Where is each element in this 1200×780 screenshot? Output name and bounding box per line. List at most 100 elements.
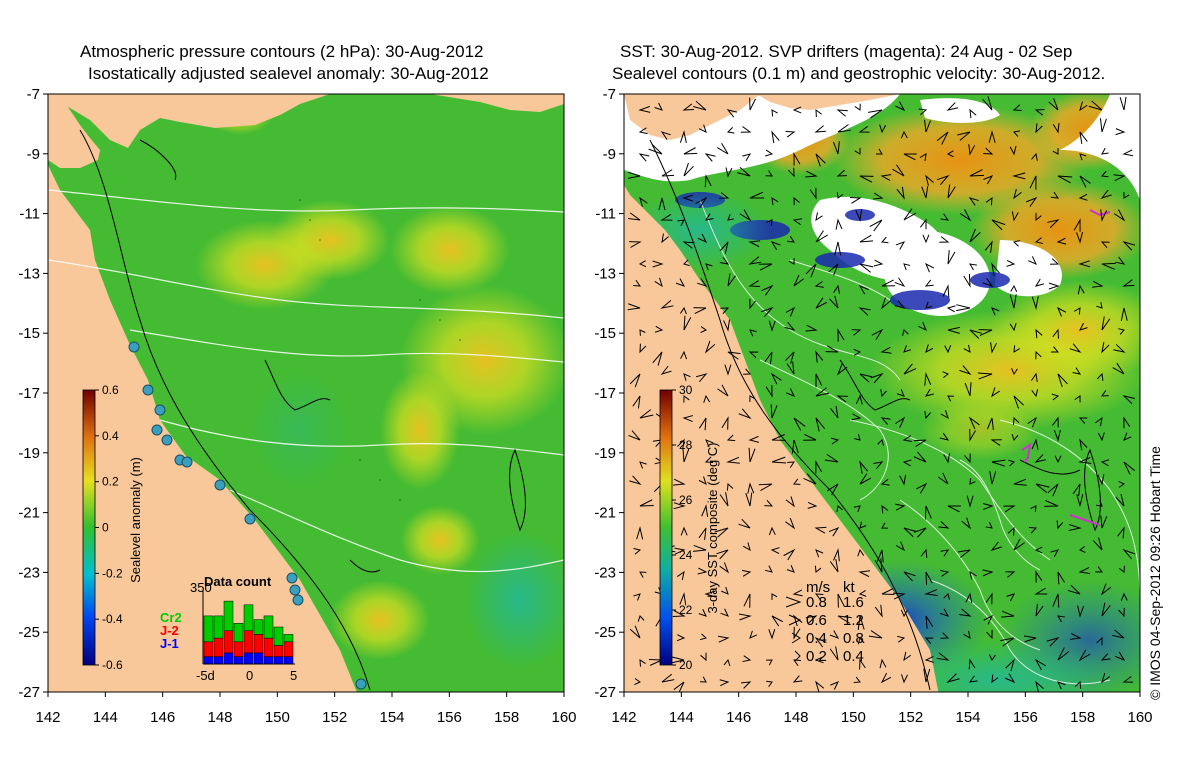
- velocity-arrow: [1034, 546, 1043, 554]
- velocity-arrow: [760, 306, 774, 318]
- velocity-arrow: [1056, 306, 1067, 317]
- velocity-arrow: [785, 496, 795, 508]
- velocity-arrow: [788, 258, 795, 265]
- velocity-arrow: [836, 169, 847, 177]
- velocity-arrow: [1035, 483, 1050, 493]
- velocity-arrow: [991, 307, 1000, 316]
- velocity-arrow: [1096, 372, 1104, 381]
- velocity-arrow: [829, 295, 839, 309]
- velocity-arrow: [743, 593, 751, 608]
- x-tick-label: 160: [1127, 709, 1152, 726]
- velocity-arrow: [961, 517, 972, 530]
- velocity-arrow: [785, 130, 796, 138]
- velocity-arrow: [916, 482, 928, 494]
- velocity-arrow: [770, 372, 782, 385]
- velocity-arrow: [963, 344, 971, 353]
- velocity-arrow: [764, 565, 773, 573]
- velocity-arrow: [748, 435, 760, 443]
- velocity-arrow: [1034, 278, 1044, 287]
- velocity-arrow: [1079, 546, 1086, 553]
- velocity-arrow: [859, 373, 872, 383]
- velocity-arrow: [1123, 191, 1130, 199]
- velocity-arrow: [920, 548, 928, 559]
- velocity-arrow: [858, 284, 869, 295]
- velocity-arrow: [1100, 583, 1112, 596]
- velocity-arrow: [881, 588, 895, 596]
- velocity-arrow: [1100, 653, 1111, 661]
- velocity-arrow: [903, 263, 911, 271]
- velocity-arrow: [660, 213, 673, 221]
- velocity-arrow: [704, 174, 712, 188]
- velocity-arrow: [1100, 209, 1108, 222]
- velocity-arrow: [868, 630, 883, 639]
- velocity-arrow: [1050, 191, 1060, 199]
- velocity-arrow: [969, 478, 976, 485]
- velocity-arrow: [859, 521, 867, 529]
- velocity-arrow: [869, 219, 883, 232]
- colorbar-tick-label: 0.2: [102, 475, 119, 489]
- right-png-land: [624, 94, 900, 110]
- velocity-arrow: [880, 174, 892, 181]
- y-tick-label: -19: [594, 445, 616, 462]
- velocity-arrow: [1078, 193, 1088, 201]
- velocity-arrow: [749, 329, 757, 337]
- velocity-arrow: [833, 284, 841, 294]
- right-y-axis: -7 -9 -11 -13 -15 -17 -19 -21 -23 -25 -27: [594, 86, 624, 701]
- velocity-arrow: [1035, 680, 1044, 692]
- velocity-arrow: [636, 526, 644, 540]
- velocity-arrow: [1119, 96, 1127, 111]
- velocity-arrow: [673, 681, 685, 692]
- velocity-arrow: [742, 153, 752, 162]
- velocity-arrow: [836, 395, 849, 403]
- velocity-arrow: [1095, 566, 1103, 573]
- velocity-arrow: [1013, 478, 1027, 486]
- velocity-arrow: [894, 277, 906, 288]
- velocity-arrow: [1118, 480, 1125, 488]
- velocity-arrow: [895, 541, 905, 552]
- velocity-arrow: [1088, 100, 1103, 111]
- velocity-arrow: [859, 234, 874, 243]
- data-count-title: Data count: [204, 574, 272, 589]
- velocity-arrow: [660, 300, 674, 309]
- velocity-arrow: [723, 319, 730, 332]
- velocity-arrow: [682, 194, 694, 202]
- imos-credit: © IMOS 04-Sep-2012 09:26 Hobart Time: [1147, 446, 1163, 700]
- velocity-arrow: [858, 307, 871, 316]
- velocity-arrow: [1048, 282, 1060, 290]
- velocity-arrow: [837, 124, 851, 133]
- data-count-bar: [273, 645, 284, 657]
- velocity-arrow: [771, 197, 779, 206]
- velocity-arrow: [704, 340, 716, 354]
- velocity-arrow: [936, 174, 950, 185]
- y-tick-label: -21: [18, 505, 40, 522]
- velocity-arrow: [740, 126, 752, 133]
- left-x-axis: 142 144 146 148 150 152 154 156 158 160: [35, 692, 577, 726]
- velocity-arrow: [682, 448, 690, 463]
- velocity-arrow: [726, 127, 735, 134]
- data-count-bar: [283, 634, 294, 643]
- velocity-arrow: [738, 408, 752, 420]
- velocity-arrow: [1120, 307, 1128, 321]
- velocity-arrow: [969, 263, 977, 271]
- colorbar-tick-label: 26: [679, 493, 693, 507]
- velocity-arrow: [982, 96, 993, 111]
- velocity-arrow: [771, 615, 783, 627]
- velocity-arrow: [717, 143, 729, 155]
- velocity-arrow: [814, 636, 827, 648]
- velocity-arrow: [1057, 615, 1065, 623]
- velocity-arrow: [1079, 131, 1088, 144]
- velocity-arrow: [982, 569, 994, 577]
- velocity-arrow: [726, 482, 734, 491]
- velocity-arrow: [965, 592, 973, 604]
- left-y-axis: -7 -9 -11 -13 -15 -17 -19 -21 -23 -25 -27: [18, 86, 48, 701]
- velocity-arrow: [758, 483, 773, 491]
- velocity-arrow: [1047, 483, 1059, 497]
- velocity-arrow: [853, 348, 862, 356]
- velocity-arrow: [857, 548, 865, 557]
- velocity-arrow: [969, 169, 985, 177]
- colorbar-tick-label: 0.4: [102, 429, 119, 443]
- velocity-arrow: [792, 589, 803, 597]
- velocity-arrow: [748, 351, 759, 359]
- velocity-arrow: [770, 404, 778, 419]
- velocity-arrow: [723, 658, 731, 667]
